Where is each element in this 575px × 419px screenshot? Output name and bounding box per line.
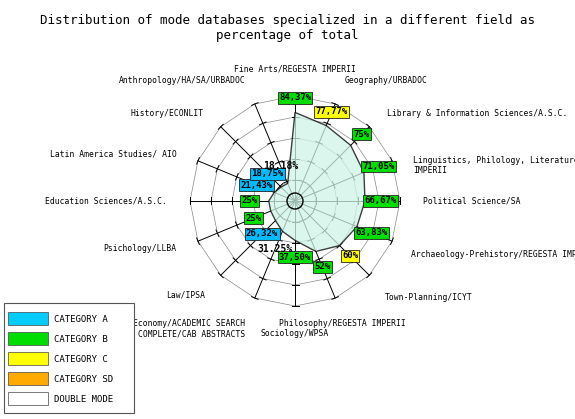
FancyBboxPatch shape — [4, 303, 134, 413]
FancyBboxPatch shape — [8, 312, 48, 325]
Polygon shape — [269, 112, 365, 251]
Text: 75%: 75% — [354, 129, 370, 139]
Text: Town-Planning/ICYT: Town-Planning/ICYT — [385, 292, 472, 302]
Text: Distribution of mode databases specialized in a different field as
percentage of: Distribution of mode databases specializ… — [40, 14, 535, 42]
Text: 25%: 25% — [242, 197, 258, 205]
FancyBboxPatch shape — [8, 352, 48, 365]
Text: 84,37%: 84,37% — [279, 93, 311, 102]
Text: Sociology/WPSA: Sociology/WPSA — [261, 329, 329, 338]
Text: Philosophy/REGESTA IMPERII: Philosophy/REGESTA IMPERII — [279, 319, 406, 328]
Text: Economy/ACADEMIC SEARCH
COMPLETE/CAB ABSTRACTS: Economy/ACADEMIC SEARCH COMPLETE/CAB ABS… — [133, 319, 246, 339]
Text: 71,05%: 71,05% — [362, 162, 394, 171]
Text: CATEGORY B: CATEGORY B — [54, 334, 108, 344]
Text: Psichology/LLBA: Psichology/LLBA — [104, 244, 177, 253]
Text: 25%: 25% — [245, 214, 262, 223]
Text: Fine Arts/REGESTA IMPERII: Fine Arts/REGESTA IMPERII — [234, 64, 356, 73]
Text: 52%: 52% — [315, 262, 331, 272]
Text: Latin America Studies/ AIO: Latin America Studies/ AIO — [50, 149, 177, 158]
Text: DOUBLE MODE: DOUBLE MODE — [54, 395, 113, 403]
Text: 18,18%: 18,18% — [263, 161, 298, 171]
Text: 77,77%: 77,77% — [316, 108, 348, 116]
Text: Library & Information Sciences/A.S.C.: Library & Information Sciences/A.S.C. — [386, 109, 567, 118]
Text: 60%: 60% — [342, 251, 358, 261]
Text: CATEGORY C: CATEGORY C — [54, 354, 108, 364]
Text: 21,43%: 21,43% — [240, 181, 273, 190]
Text: CATEGORY A: CATEGORY A — [54, 315, 108, 323]
Text: 18,75%: 18,75% — [252, 169, 284, 178]
Text: 31.25%: 31.25% — [258, 244, 293, 254]
Text: Political Science/SA: Political Science/SA — [423, 197, 520, 205]
Text: Law/IPSA: Law/IPSA — [166, 291, 205, 300]
Text: 26,32%: 26,32% — [246, 230, 278, 238]
Text: CATEGORY SD: CATEGORY SD — [54, 375, 113, 383]
Text: Linguistics, Philology, Literature/REGESTA
IMPERII: Linguistics, Philology, Literature/REGES… — [413, 155, 575, 175]
Text: Archaeology-Prehistory/REGESTA IMPERII: Archaeology-Prehistory/REGESTA IMPERII — [412, 251, 575, 259]
FancyBboxPatch shape — [8, 392, 48, 405]
Text: 63,83%: 63,83% — [355, 228, 388, 237]
Text: 66,67%: 66,67% — [365, 197, 397, 205]
Text: Education Sciences/A.S.C.: Education Sciences/A.S.C. — [45, 197, 167, 205]
Text: Geography/URBADOC: Geography/URBADOC — [344, 75, 427, 85]
Text: History/ECONLIT: History/ECONLIT — [131, 109, 204, 118]
FancyBboxPatch shape — [8, 372, 48, 385]
Text: 37,50%: 37,50% — [279, 253, 311, 262]
FancyBboxPatch shape — [8, 332, 48, 345]
Text: Anthropology/HA/SA/URBADOC: Anthropology/HA/SA/URBADOC — [119, 75, 246, 85]
